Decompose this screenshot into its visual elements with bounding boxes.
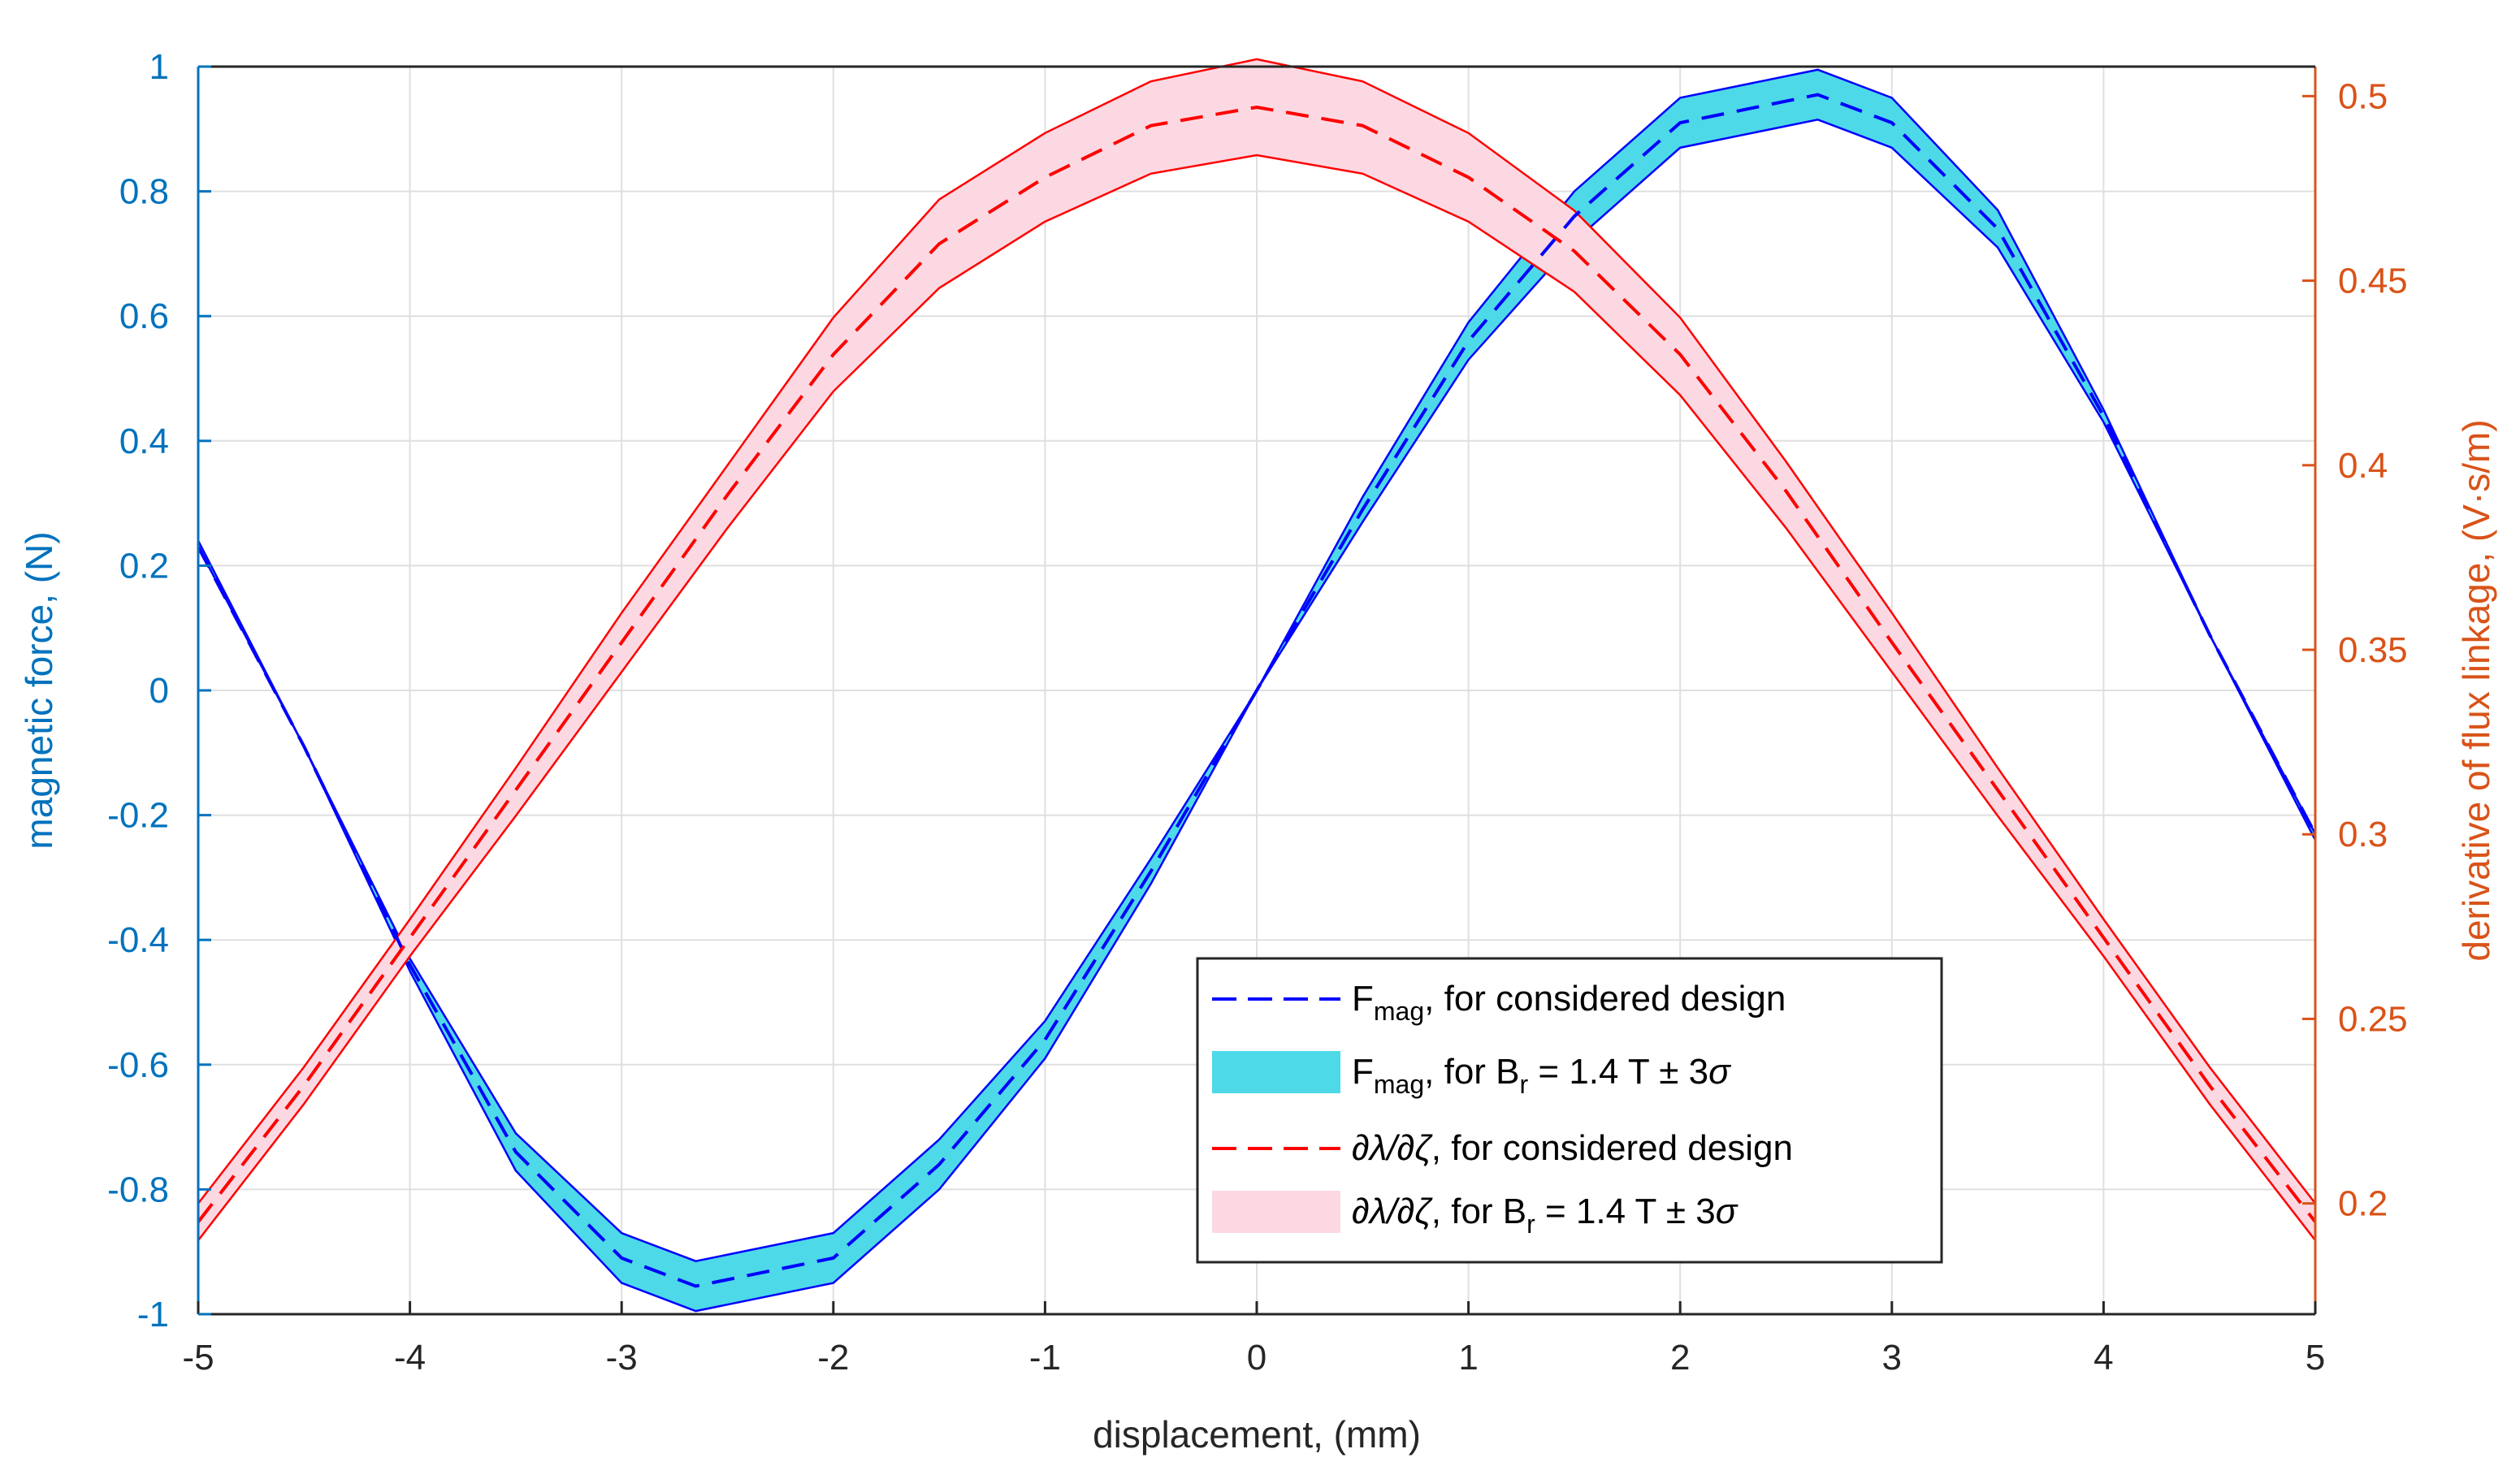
tick-labels: -5 -4 -3 -2 -1 0 1 2 3 4 5 -1 -0.8 -0.6 -0.4 -0.2 0 0.2 0.… [107, 47, 2407, 1378]
left-y-tick-label: -0.8 [107, 1170, 169, 1209]
x-tick-label: -1 [1029, 1338, 1061, 1378]
legend: Fmag, for considered design Fmag, for Br… [1196, 957, 1943, 1264]
left-y-tick-label: 1 [149, 47, 169, 87]
legend-swatch-flux-band [1212, 1191, 1340, 1233]
x-tick-label: -4 [394, 1338, 426, 1378]
right-y-tick-label: 0.5 [2338, 76, 2388, 116]
x-tick-label: 1 [1458, 1338, 1478, 1378]
left-y-tick-label: 0.8 [119, 172, 169, 212]
left-y-tick-label: -0.6 [107, 1045, 169, 1085]
flux-band-upper-edge [197, 58, 2316, 1205]
left-y-tick-label: 0.6 [119, 296, 169, 336]
right-y-tick-label: 0.3 [2338, 815, 2388, 854]
left-y-tick-label: -0.4 [107, 920, 169, 960]
legend-label-flux-band: ∂λ/∂ζ, for Br = 1.4 T ± 3σ [1352, 1192, 1738, 1239]
right-y-tick-label: 0.35 [2338, 630, 2408, 670]
flux-uncertainty-band [198, 58, 2315, 1241]
x-tick-label: -5 [182, 1338, 214, 1378]
x-axis-title: displacement, (mm) [1093, 1413, 1421, 1456]
legend-swatch-force-band [1212, 1051, 1340, 1093]
x-tick-label: 2 [1670, 1338, 1690, 1378]
legend-label-force-design: Fmag, for considered design [1352, 979, 1786, 1026]
x-tick-label: 4 [2094, 1338, 2113, 1378]
legend-label-force-band: Fmag, for Br = 1.4 T ± 3σ [1352, 1052, 1731, 1099]
force-design-line [197, 93, 2317, 1288]
x-tick-label: 5 [2306, 1338, 2325, 1378]
flux-band-lower-edge [197, 154, 2316, 1241]
right-y-tick-label: 0.25 [2338, 999, 2408, 1039]
axes [197, 65, 2317, 1316]
left-y-tick-label: 0.2 [119, 546, 169, 586]
left-y-tick-label: 0 [149, 671, 169, 711]
legend-label-flux-design: ∂λ/∂ζ, for considered design [1352, 1128, 1793, 1168]
right-y-axis-title: derivative of flux linkage, (V·s/m) [2455, 419, 2497, 961]
x-tick-label: 3 [1882, 1338, 1902, 1378]
right-y-tick-label: 0.45 [2338, 262, 2408, 301]
x-tick-label: -3 [606, 1338, 638, 1378]
x-tick-label: -2 [817, 1338, 849, 1378]
x-tick-label: 0 [1247, 1338, 1266, 1378]
left-y-tick-label: 0.4 [119, 422, 169, 461]
series-lines [197, 93, 2317, 1288]
right-y-tick-label: 0.2 [2338, 1184, 2388, 1224]
left-y-tick-label: -0.2 [107, 796, 169, 836]
left-y-tick-label: -1 [137, 1295, 169, 1334]
left-y-axis-title: magnetic force, (N) [18, 531, 60, 849]
flux-design-line [197, 105, 2317, 1223]
right-y-tick-label: 0.4 [2338, 446, 2388, 486]
